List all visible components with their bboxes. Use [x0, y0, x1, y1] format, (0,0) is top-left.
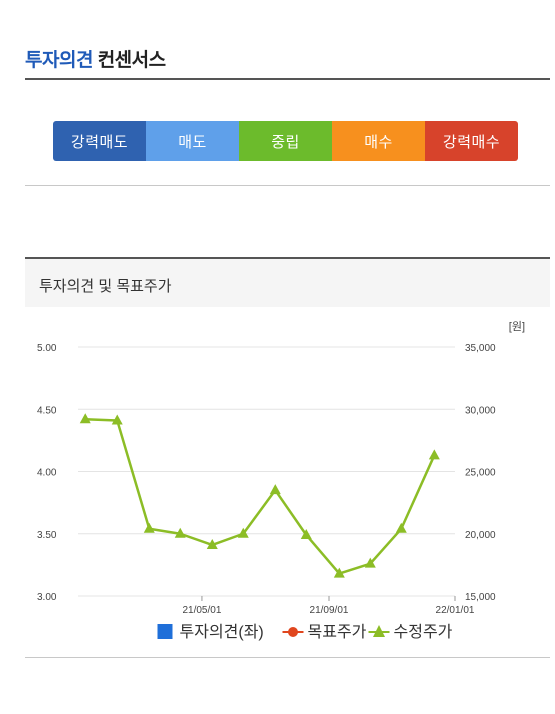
opinion-price-chart: 5.00 4.50 4.00 3.50 3.00 35,000 30,000 25,000 20…	[37, 320, 525, 641]
section-title-accent: 투자의견	[25, 50, 93, 71]
legend-label: 투자의견(좌)	[180, 623, 264, 641]
consensus-sell: 매도	[146, 121, 239, 161]
right-axis-tick-label: 20,000	[465, 530, 496, 541]
x-axis-tick-label: 22/01/01	[436, 605, 475, 616]
section-title-rest: 컨센서스	[97, 50, 166, 71]
data-point-marker	[364, 557, 376, 568]
consensus-strong-sell: 강력매도	[53, 121, 146, 161]
right-axis-tick-label: 30,000	[465, 405, 496, 416]
data-point-marker	[395, 522, 407, 533]
data-point-marker	[269, 484, 281, 495]
data-point-marker	[206, 538, 218, 549]
right-axis-unit-label: [원]	[509, 320, 525, 333]
data-point-marker	[111, 414, 123, 425]
legend-label: 수정주가	[394, 623, 453, 641]
chart-panel-title: 투자의견 및 목표주가	[39, 278, 172, 295]
data-point-marker	[174, 527, 186, 538]
consensus-scale-bar: 강력매도 매도 중립 매수 강력매수	[53, 121, 518, 161]
section-title: 투자의견 컨센서스	[25, 45, 166, 72]
left-axis-tick-label: 4.00	[37, 468, 57, 479]
x-axis-tick-label: 21/05/01	[182, 605, 221, 616]
data-point-marker	[143, 522, 155, 533]
legend-label: 목표주가	[308, 623, 367, 641]
data-point-marker	[333, 567, 345, 578]
left-axis-tick-label: 3.50	[37, 530, 57, 541]
legend-marker-triangle	[373, 625, 385, 637]
chart-bottom-divider	[25, 657, 550, 658]
legend-marker-square	[157, 624, 173, 639]
right-axis-tick-label: 25,000	[465, 468, 496, 479]
data-point-marker	[79, 413, 91, 424]
right-axis-tick-label: 35,000	[465, 343, 496, 354]
x-axis-tick-label: 21/09/01	[310, 605, 349, 616]
consensus-neutral: 중립	[239, 121, 332, 161]
section-title-divider	[25, 78, 550, 80]
left-axis-tick-label: 3.00	[37, 592, 57, 603]
data-point-marker	[300, 528, 312, 539]
consensus-buy: 매수	[332, 121, 425, 161]
right-axis-tick-label: 15,000	[465, 592, 496, 603]
series-line-adjusted-price	[85, 417, 436, 575]
legend-marker-dot	[288, 627, 298, 637]
chart-panel-header: 투자의견 및 목표주가	[25, 257, 550, 307]
left-axis-tick-label: 4.50	[37, 405, 57, 416]
data-point-marker	[428, 449, 440, 460]
left-axis-tick-label: 5.00	[37, 343, 57, 354]
consensus-divider	[25, 185, 550, 186]
consensus-strong-buy: 강력매수	[425, 121, 518, 161]
data-point-marker	[237, 527, 249, 538]
opinion-target-price-panel: 투자의견 및 목표주가 5.00 4.50 4.00 3.50 3.00 35,000 30…	[25, 257, 550, 657]
